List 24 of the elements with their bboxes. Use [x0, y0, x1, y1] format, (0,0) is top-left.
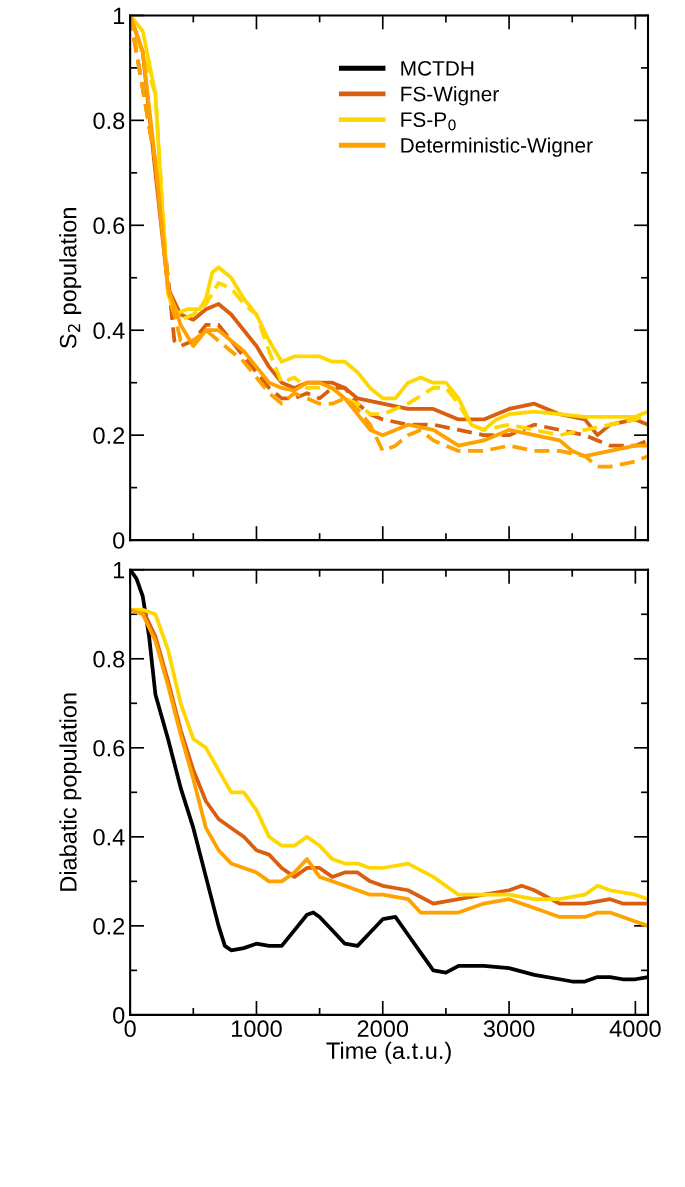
y-tick-label: 0.4 — [93, 322, 125, 340]
y-tick-label: 0 — [113, 1006, 125, 1024]
y-tick-label: 0.8 — [93, 650, 125, 668]
legend-label: MCTDH — [401, 60, 474, 76]
y-tick-label: 0.6 — [93, 739, 125, 757]
y-axis-title: Diabatic population — [59, 693, 82, 891]
legend-label: FS-Wigner — [401, 86, 499, 106]
y-tick-label: 0.2 — [93, 427, 125, 444]
legend-label: Deterministic-Wigner — [401, 137, 593, 157]
y-tick-label: 1 — [113, 7, 125, 24]
x-tick-label: 0 — [124, 1020, 136, 1038]
y-tick-label: 0.6 — [93, 217, 125, 235]
y-tick-label: 0.4 — [93, 828, 125, 846]
legend-label: FS-P$_{0}$ — [401, 112, 456, 131]
x-tick-label: 4000 — [609, 1020, 661, 1038]
y-axis-title: S$_{2}$ population — [59, 208, 82, 349]
y-tick-label: 1 — [113, 562, 125, 579]
y-tick-label: 0.2 — [93, 917, 125, 935]
y-tick-label: 0.8 — [93, 112, 125, 130]
y-tick-label: 0 — [113, 532, 125, 549]
x-tick-label: 1000 — [232, 1020, 282, 1038]
x-tick-label: 3000 — [483, 1020, 535, 1038]
x-tick-label: 2000 — [357, 1020, 409, 1038]
x-axis-title: Time (a.t.u.) — [326, 1041, 451, 1064]
